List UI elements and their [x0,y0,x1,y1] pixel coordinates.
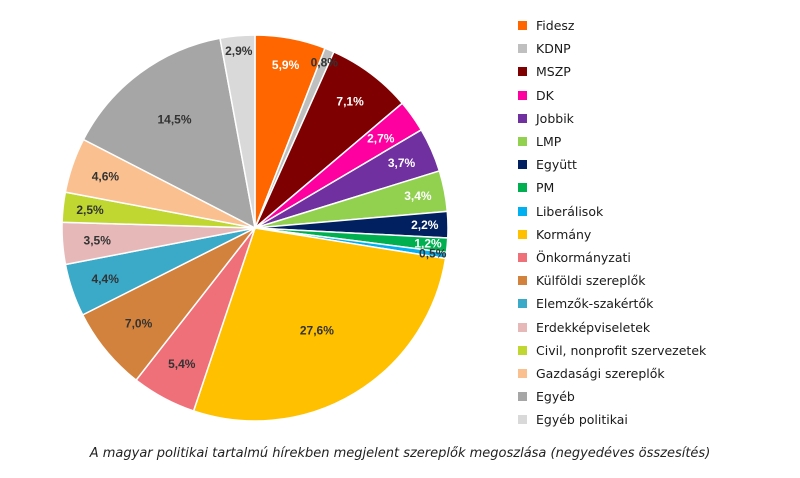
legend-label: Jobbik [536,110,574,126]
legend-label: Önkormányzati [536,249,631,265]
pie-slice-egyéb-politikai [219,34,256,229]
pie-slice-label: 2,2% [411,218,439,232]
pie-slice-label: 4,4% [92,272,120,286]
legend-swatch [518,21,527,31]
pie-slice-label: 2,5% [76,203,104,217]
pie-slice-label: 3,4% [404,189,432,203]
legend-swatch [518,206,527,216]
legend: Fidesz KDNP MSZP DK Jobbik LMP Együtt PM Liberál… [518,14,706,431]
pie-slice-label: 7,1% [336,95,364,109]
legend-label: Civil, nonprofit szervezetek [536,342,707,358]
legend-item: Civil, nonprofit szervezetek [518,339,706,362]
legend-swatch [518,183,527,193]
legend-swatch [518,252,527,262]
legend-label: Egyéb politikai [536,412,628,428]
pie-slice-egyéb [82,37,257,230]
pie-slice-label: 1,2% [414,237,442,251]
legend-label: DK [536,87,554,103]
legend-swatch [518,415,527,425]
legend-label: KDNP [536,41,571,57]
legend-swatch [518,137,527,147]
legend-label: Erdekképviseletek [536,319,651,335]
legend-item: DK [518,84,706,107]
legend-item: Erdekképviseletek [518,315,706,338]
legend-label: Együtt [536,157,577,173]
legend-item: PM [518,176,706,199]
pie-slice-label: 4,6% [92,170,120,184]
legend-swatch [518,392,527,402]
legend-item: KDNP [518,37,706,60]
pie-slice-label: 27,6% [300,323,334,337]
legend-swatch [518,368,527,378]
pie-slice-label: 0,5% [419,247,447,261]
legend-swatch [518,67,527,77]
pie-slice-kormány [192,227,447,422]
legend-swatch [518,90,527,100]
legend-swatch [518,113,527,123]
legend-label: Kormány [536,226,592,242]
legend-item: LMP [518,130,706,153]
legend-item: Fidesz [518,14,706,37]
legend-label: Egyéb [536,389,575,405]
legend-swatch [518,229,527,239]
pie-slice-label: 5,9% [272,58,300,72]
pie-slice-label: 3,5% [84,234,112,248]
legend-item: Egyéb politikai [518,408,706,431]
legend-item: Együtt [518,153,706,176]
legend-item: Elemzők-szakértők [518,292,706,315]
pie-slices [61,34,449,422]
legend-swatch [518,44,527,54]
legend-label: Fidesz [536,18,575,34]
legend-item: Kormány [518,223,706,246]
legend-swatch [518,160,527,170]
pie-slice-label: 7,0% [125,317,153,331]
legend-swatch [518,345,527,355]
legend-label: MSZP [536,64,571,80]
legend-item: Egyéb [518,385,706,408]
chart-caption: A magyar politikai tartalmú hírekben meg… [89,446,711,461]
pie-slice-label: 2,7% [367,132,395,146]
legend-item: MSZP [518,60,706,83]
pie-slice-label: 3,7% [388,156,416,170]
legend-item: Önkormányzati [518,246,706,269]
pie-slice-label: 2,9% [225,44,253,58]
legend-label: Külföldi szereplők [536,273,646,289]
legend-label: PM [536,180,555,196]
pie-slice-labels: 5,9% 0,8% 7,1% 2,7% 3,7% 3,4% 2,2% 1,2%0,5% 27,6… [76,44,446,371]
legend-swatch [518,299,527,309]
pie-slice-label: 5,4% [168,357,196,371]
legend-swatch [518,322,527,332]
pie-chart: 5,9% 0,8% 7,1% 2,7% 3,7% 3,4% 2,2% 1,2%0,5% 27,6… [61,34,449,422]
pie-slice-label: 14,5% [157,113,191,127]
legend-item: Külföldi szereplők [518,269,706,292]
legend-label: Elemzők-szakértők [536,296,654,312]
pie-slice-label: 0,8% [311,55,339,69]
legend-label: LMP [536,134,562,150]
legend-label: Gazdasági szereplők [536,365,665,381]
legend-item: Gazdasági szereplők [518,362,706,385]
legend-item: Jobbik [518,107,706,130]
legend-item: Liberálisok [518,200,706,223]
legend-swatch [518,276,527,286]
legend-label: Liberálisok [536,203,604,219]
